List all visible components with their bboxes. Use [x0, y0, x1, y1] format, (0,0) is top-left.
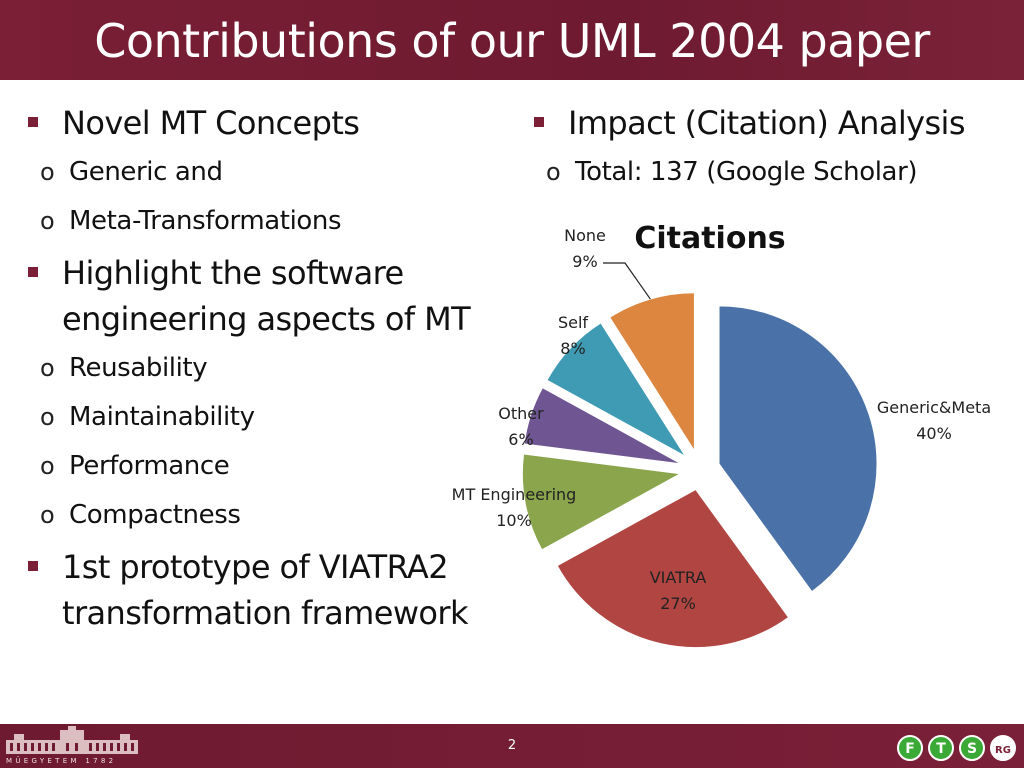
pie-label-0: Generic&Meta 40%: [877, 398, 991, 443]
left-sub-bullet-text: Performance: [69, 451, 230, 481]
left-bullet-text: Novel MT Concepts: [62, 104, 360, 142]
left-bullet-2: 1st prototype of VIATRA2 transformation …: [24, 544, 494, 636]
left-bullet-0: Novel MT Concepts: [24, 100, 494, 146]
circle-bullet-icon: o: [40, 501, 55, 529]
slide-title: Contributions of our UML 2004 paper: [94, 14, 930, 68]
square-bullet-icon: [28, 267, 38, 277]
left-sub-bullet-text: Maintainability: [69, 402, 255, 432]
pie-label-category: None: [564, 226, 606, 245]
ftsrg-logo: F T S RG: [897, 735, 1016, 761]
pie-label-percent: 9%: [572, 252, 597, 271]
circle-bullet-icon: o: [40, 354, 55, 382]
right-bullet-0: Impact (Citation) Analysis: [530, 100, 1010, 146]
ftsrg-circle-0: [897, 735, 923, 761]
pie-slice-self: [546, 322, 686, 457]
ftsrg-letter: F: [905, 741, 915, 757]
right-sub-list: o Total: 137 (Google Scholar): [530, 148, 1010, 197]
ftsrg-letter: S: [967, 741, 977, 757]
left-sub-bullet-text: Compactness: [69, 500, 241, 530]
left-column: Novel MT Concepts o Generic and o Meta-Trans…: [24, 100, 494, 636]
circle-bullet-icon: o: [40, 207, 55, 235]
pie-label-5: None 9%: [564, 226, 606, 271]
chart-title: Citations: [634, 221, 785, 256]
left-bullet-text: 1st prototype of VIATRA2 transformation …: [62, 548, 468, 632]
right-sub-bullet-0-0: o Total: 137 (Google Scholar): [530, 148, 1010, 197]
pie-label-3: Other 6%: [498, 404, 544, 449]
pie-label-1: VIATRA 27%: [650, 568, 707, 613]
university-logo-text: MŰEGYETEM 1782: [6, 757, 117, 765]
pie-label-category: Self: [558, 313, 588, 332]
circle-bullet-icon: o: [40, 158, 55, 186]
left-sub-list: o Generic and o Meta-Transformations: [24, 148, 494, 246]
right-sub-bullet-text: Total: 137 (Google Scholar): [575, 157, 918, 187]
square-bullet-icon: [28, 561, 38, 571]
circle-bullet-icon: o: [40, 452, 55, 480]
left-sub-bullet-1-1: o Maintainability: [24, 393, 494, 442]
ftsrg-letter: T: [936, 741, 946, 757]
left-bullet-text: Highlight the software engineering aspec…: [62, 254, 471, 338]
right-bullet-list: Impact (Citation) Analysis o Total: 137 (G…: [530, 100, 1010, 197]
university-building-logo: [6, 726, 138, 754]
left-bullet-list: Novel MT Concepts o Generic and o Meta-Trans…: [24, 100, 494, 636]
pie-label-2: MT Engineering 10%: [452, 485, 577, 530]
citations-pie-chart: Citations Generic&Meta 40% VIATRA 27% MT Engi…: [452, 221, 991, 648]
left-sub-bullet-1-2: o Performance: [24, 442, 494, 491]
pie-label-percent: 8%: [560, 339, 585, 358]
pie-label-percent: 40%: [916, 424, 952, 443]
title-bar: [0, 0, 1024, 80]
pie-slice-generic-meta: [718, 305, 878, 593]
ftsrg-circle-3: [990, 735, 1016, 761]
left-sub-bullet-text: Meta-Transformations: [69, 206, 342, 236]
pie-label-category: Other: [498, 404, 544, 423]
pie-label-category: MT Engineering: [452, 485, 577, 504]
pie-label-category: Generic&Meta: [877, 398, 991, 417]
pie-label-percent: 10%: [496, 511, 532, 530]
ftsrg-circle-1: [928, 735, 954, 761]
left-sub-list: o Reusability o Maintainability o Performance…: [24, 344, 494, 540]
pie-label-4: Self 8%: [558, 313, 588, 358]
left-sub-bullet-0-1: o Meta-Transformations: [24, 197, 494, 246]
footer-bar: [0, 724, 1024, 768]
pie-leader-line: [603, 262, 651, 300]
left-bullet-1: Highlight the software engineering aspec…: [24, 250, 494, 342]
left-sub-bullet-1-0: o Reusability: [24, 344, 494, 393]
pie-label-percent: 27%: [660, 594, 696, 613]
circle-bullet-icon: o: [40, 403, 55, 431]
ftsrg-letter: RG: [995, 745, 1011, 756]
pie-slice-other: [523, 387, 682, 465]
pie-slice-mt-engineering: [521, 453, 682, 551]
circle-bullet-icon: o: [546, 158, 561, 186]
square-bullet-icon: [28, 117, 38, 127]
right-bullet-text: Impact (Citation) Analysis: [568, 104, 966, 142]
left-sub-bullet-0-0: o Generic and: [24, 148, 494, 197]
right-column: Impact (Citation) Analysis o Total: 137 (G…: [530, 100, 1010, 201]
left-sub-bullet-1-3: o Compactness: [24, 491, 494, 540]
ftsrg-circle-2: [959, 735, 985, 761]
pie-label-percent: 6%: [508, 430, 533, 449]
pie-slice-none: [609, 292, 695, 453]
pie-label-category: VIATRA: [650, 568, 707, 587]
square-bullet-icon: [534, 117, 544, 127]
pie-slice-viatra: [556, 488, 790, 648]
left-sub-bullet-text: Generic and: [69, 157, 223, 187]
left-sub-bullet-text: Reusability: [69, 353, 208, 383]
page-number: 2: [507, 738, 517, 753]
